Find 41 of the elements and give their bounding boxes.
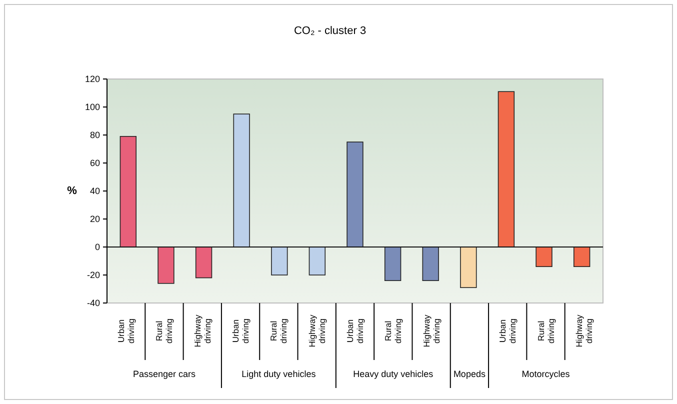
bar <box>120 136 137 248</box>
x-tick-label: Rural driving <box>154 318 174 344</box>
y-tick-label: -20 <box>86 270 100 280</box>
x-tick-label: Highway driving <box>306 314 327 348</box>
x-tick-label: Urban driving <box>116 318 136 344</box>
bar <box>195 246 212 278</box>
x-tick-label: Highway driving <box>421 314 442 348</box>
bar <box>384 246 402 281</box>
y-tick-label: 80 <box>90 130 100 140</box>
y-tick-label: 20 <box>90 214 100 224</box>
x-tick-label: Rural driving <box>383 318 404 344</box>
text: Light duty vehicles <box>242 369 316 379</box>
bar <box>271 246 288 276</box>
bar <box>158 246 174 284</box>
bar <box>233 114 250 248</box>
x-tick-label: Urban driving <box>230 318 251 344</box>
bar <box>308 246 326 276</box>
y-tick-label: 100 <box>84 102 100 112</box>
text: Passenger cars <box>132 369 196 379</box>
y-tick-label: 120 <box>84 74 100 84</box>
text: Motorcycles <box>522 369 570 379</box>
x-tick-label: Highway driving <box>574 314 594 348</box>
y-tick-label: -40 <box>86 298 100 308</box>
bar <box>346 142 364 248</box>
text: Mopeds <box>453 369 486 379</box>
x-tick-label: Urban driving <box>498 318 518 344</box>
x-tick-label: Urban driving <box>345 318 365 344</box>
x-tick-label: Highway driving <box>192 314 212 348</box>
bar <box>536 246 552 267</box>
x-tick-label: Rural driving <box>536 318 556 344</box>
y-tick-label: 0 <box>94 242 100 252</box>
bar <box>573 246 590 267</box>
bar <box>422 246 439 281</box>
bar <box>460 246 477 288</box>
bar <box>498 91 515 248</box>
y-tick-label: 60 <box>90 158 100 168</box>
y-axis-title: % <box>67 185 78 197</box>
text: Heavy duty vehicles <box>353 369 434 379</box>
y-tick-label: 40 <box>90 186 100 196</box>
chart-title: CO₂ - cluster 3 <box>294 25 366 37</box>
x-tick-label: Rural driving <box>268 318 289 344</box>
